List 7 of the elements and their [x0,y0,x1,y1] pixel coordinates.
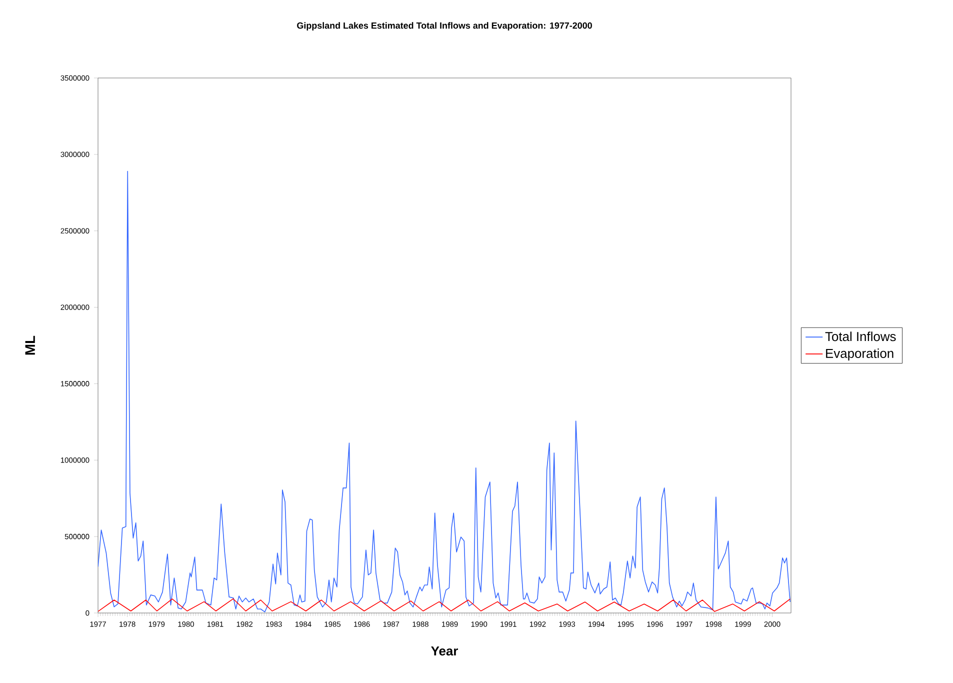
chart-title: Gippsland Lakes Estimated Total Inflows and Evaporation: 1977-2000 [297,22,592,30]
legend-label: Evaporation [826,348,894,361]
line-series [98,598,791,612]
line-series [98,170,791,612]
y-axis-title: ML [25,336,35,355]
legend-label: Total Inflows [825,332,896,342]
x-axis-title: Year [431,646,458,656]
